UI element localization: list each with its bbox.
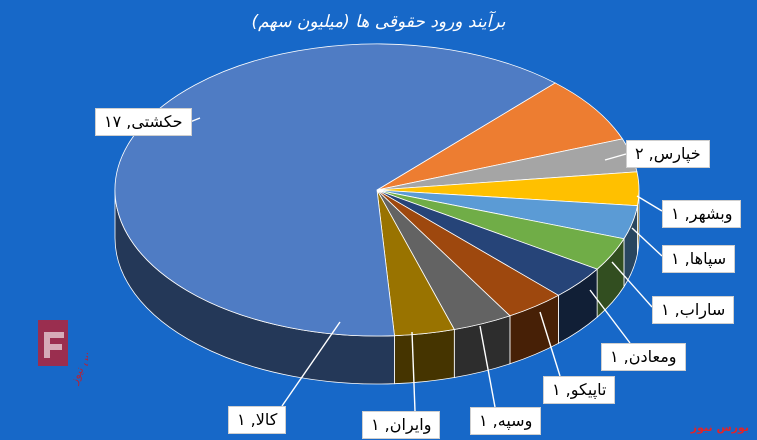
leader-line: [281, 321, 341, 407]
leader-line: [636, 195, 663, 212]
pie-slice: [376, 82, 624, 191]
slice-label: ومعادن, ۱: [601, 343, 686, 371]
leader-line: [411, 331, 416, 412]
bourse-news-logo: بورس نیوز: [38, 320, 88, 387]
corner-watermark: بورس نیوز: [690, 421, 749, 434]
leader-line: [589, 289, 631, 344]
leader-line: [479, 325, 496, 408]
leader-line: [189, 117, 201, 123]
leader-line: [539, 311, 561, 377]
slice-label: سپاها, ۱: [662, 245, 736, 273]
svg-text:بورس نیوز: بورس نیوز: [67, 337, 88, 387]
chart-title: برآیند ورود حقوقی ها (میلیون سهم): [251, 12, 506, 32]
slice-label: ساراب, ۱: [652, 296, 735, 324]
leader-line: [631, 227, 663, 257]
slice-label: وایران, ۱: [362, 411, 441, 439]
slice-label: کالا, ۱: [228, 406, 287, 434]
pie-slice: [114, 43, 556, 337]
leader-line: [611, 261, 653, 308]
pie-slice-side: [394, 329, 455, 385]
slice-label: تاپیکو, ۱: [543, 376, 616, 404]
slice-label: خپارس, ۲: [626, 140, 710, 168]
slice-label: حکشتی, ۱۷: [95, 108, 192, 136]
slice-label: وسپه, ۱: [470, 407, 542, 435]
leader-line: [604, 153, 627, 161]
slice-label: وبشهر, ۱: [662, 200, 742, 228]
